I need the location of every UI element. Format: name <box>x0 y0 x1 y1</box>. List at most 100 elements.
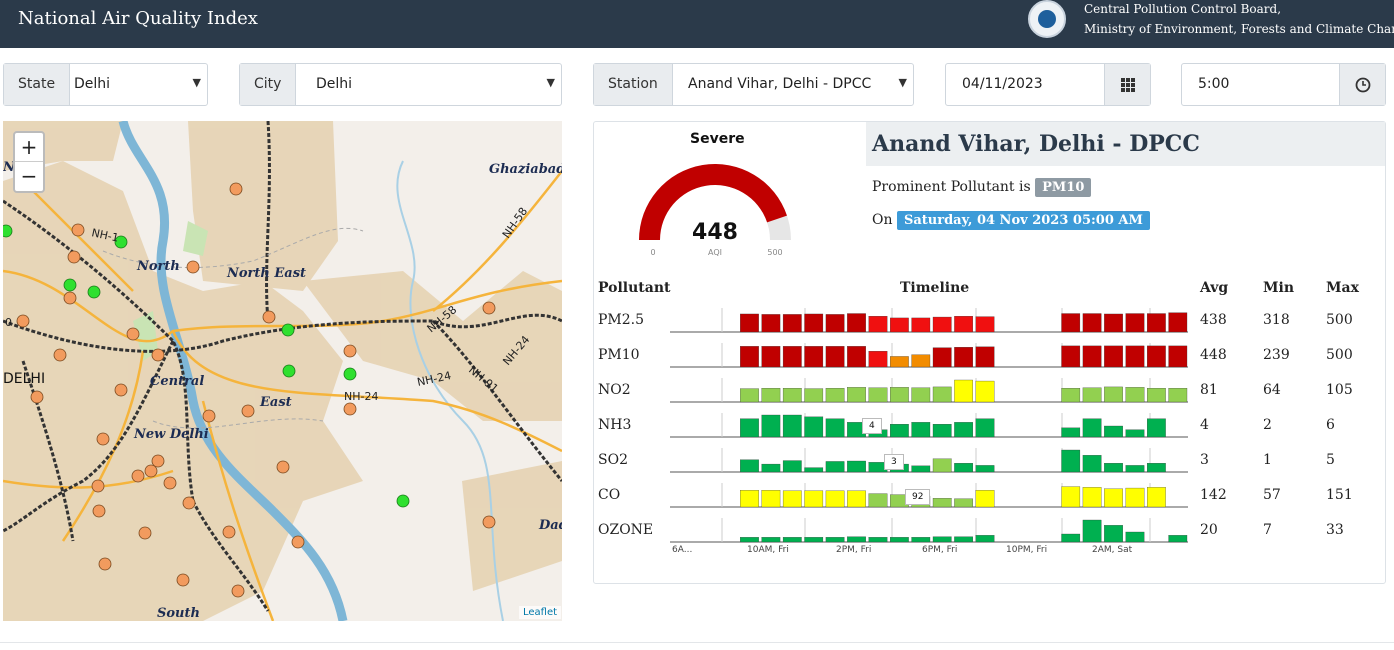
timeline-bar[interactable] <box>804 537 824 543</box>
clock-button[interactable] <box>1339 64 1385 105</box>
timeline-bar[interactable] <box>740 346 759 368</box>
timeline-bar[interactable] <box>1104 425 1123 438</box>
map-attribution[interactable]: Leaflet <box>519 606 562 619</box>
timeline-bar[interactable] <box>868 316 888 333</box>
timeline-bar[interactable] <box>975 535 995 543</box>
timeline-bar[interactable] <box>975 418 995 438</box>
timeline-bar[interactable] <box>911 422 931 438</box>
timeline-bar[interactable] <box>868 493 888 508</box>
timeline-bar[interactable] <box>1168 535 1188 543</box>
timeline-bar[interactable] <box>825 461 845 473</box>
timeline-bar[interactable] <box>868 351 888 368</box>
timeline-bar[interactable] <box>911 465 931 473</box>
timeline-bar[interactable] <box>975 490 995 508</box>
timeline-bar[interactable] <box>825 418 845 438</box>
timeline-bar[interactable] <box>847 313 866 333</box>
timeline-bar[interactable] <box>890 356 909 368</box>
timeline-bar[interactable] <box>1125 313 1145 333</box>
timeline-bar[interactable] <box>890 317 909 333</box>
date-input[interactable]: 04/11/2023 <box>945 63 1151 106</box>
timeline-bar[interactable] <box>825 537 845 543</box>
timeline-bar[interactable] <box>740 418 759 438</box>
timeline-bar[interactable] <box>1061 313 1081 333</box>
timeline-bar[interactable] <box>975 346 995 368</box>
timeline-bar[interactable] <box>890 387 909 403</box>
timeline-bar[interactable] <box>932 316 952 333</box>
timeline-bar[interactable] <box>847 536 866 543</box>
timeline-bar[interactable] <box>1061 427 1081 438</box>
timeline-bar[interactable] <box>1082 418 1102 438</box>
timeline-bar[interactable] <box>761 414 781 438</box>
timeline-bar[interactable] <box>1147 313 1166 333</box>
station-map[interactable]: Ghaziabad North North East Central East … <box>3 121 562 621</box>
timeline-bar[interactable] <box>1082 455 1102 473</box>
timeline-bar[interactable] <box>847 460 866 473</box>
timeline-bar[interactable] <box>740 459 759 473</box>
timeline-bar[interactable] <box>740 313 759 333</box>
timeline-bar[interactable] <box>1125 531 1145 543</box>
timeline-bar[interactable] <box>1147 487 1166 508</box>
timeline-bar[interactable] <box>804 467 824 473</box>
timeline-bar[interactable] <box>1125 487 1145 508</box>
time-input[interactable]: 5:00 <box>1181 63 1386 106</box>
state-select[interactable]: State Delhi ▼ <box>3 63 208 106</box>
timeline-bar[interactable] <box>975 316 995 333</box>
station-select[interactable]: Station Anand Vihar, Delhi - DPCC ▼ <box>593 63 914 106</box>
timeline-bar[interactable] <box>782 414 802 438</box>
timeline-bar[interactable] <box>1104 386 1123 403</box>
calendar-button[interactable] <box>1104 64 1150 105</box>
timeline-bar[interactable] <box>847 387 866 403</box>
timeline-bar[interactable] <box>932 424 952 438</box>
timeline-bar[interactable] <box>1168 388 1188 403</box>
good-station-markers[interactable] <box>3 224 410 508</box>
timeline-bar[interactable] <box>1147 463 1166 473</box>
timeline-bar[interactable] <box>954 498 973 508</box>
timeline-bar[interactable] <box>804 490 824 508</box>
timeline-bar[interactable] <box>1082 487 1102 508</box>
timeline-bar[interactable] <box>954 536 973 543</box>
timeline-bar[interactable] <box>782 388 802 403</box>
timeline-bar[interactable] <box>1147 345 1166 368</box>
timeline-bar[interactable] <box>1147 388 1166 403</box>
timeline-bar[interactable] <box>1125 345 1145 368</box>
timeline-bar[interactable] <box>761 463 781 473</box>
timeline-bar[interactable] <box>1125 465 1145 473</box>
timeline-bar[interactable] <box>868 537 888 543</box>
timeline-bar[interactable] <box>890 424 909 438</box>
timeline-bar[interactable] <box>890 537 909 543</box>
city-select[interactable]: City Delhi ▼ <box>239 63 562 106</box>
timeline-bar[interactable] <box>932 386 952 403</box>
timeline-bar[interactable] <box>761 314 781 333</box>
timeline-bar[interactable] <box>1104 313 1123 333</box>
timeline-bar[interactable] <box>761 490 781 508</box>
timeline-bar[interactable] <box>782 346 802 368</box>
timeline-bar[interactable] <box>847 490 866 508</box>
timeline-bar[interactable] <box>740 388 759 403</box>
timeline-bar[interactable] <box>954 379 973 403</box>
timeline-bar[interactable] <box>825 490 845 508</box>
timeline-bar[interactable] <box>1061 449 1081 473</box>
timeline-bar[interactable] <box>911 537 931 543</box>
timeline-bar[interactable] <box>1104 488 1123 508</box>
timeline-bar[interactable] <box>1147 418 1166 438</box>
timeline-bar[interactable] <box>740 490 759 508</box>
timeline-bar[interactable] <box>825 388 845 403</box>
timeline-bar[interactable] <box>782 314 802 333</box>
timeline-bar[interactable] <box>825 314 845 333</box>
timeline-bar[interactable] <box>1125 429 1145 438</box>
zoom-in-button[interactable]: + <box>15 133 43 162</box>
timeline-bar[interactable] <box>911 317 931 333</box>
timeline-bar[interactable] <box>911 387 931 403</box>
timeline-bar[interactable] <box>954 422 973 438</box>
timeline-bar[interactable] <box>825 346 845 368</box>
timeline-bar[interactable] <box>954 316 973 333</box>
timeline-bar[interactable] <box>1061 533 1081 543</box>
timeline-bar[interactable] <box>761 388 781 403</box>
timeline-bar[interactable] <box>782 537 802 543</box>
timeline-bar[interactable] <box>847 346 866 368</box>
timeline-bar[interactable] <box>1168 312 1188 333</box>
timeline-bar[interactable] <box>1104 345 1123 368</box>
timeline-bar[interactable] <box>782 490 802 508</box>
timeline-bar[interactable] <box>932 536 952 543</box>
zoom-out-button[interactable]: − <box>20 164 38 188</box>
